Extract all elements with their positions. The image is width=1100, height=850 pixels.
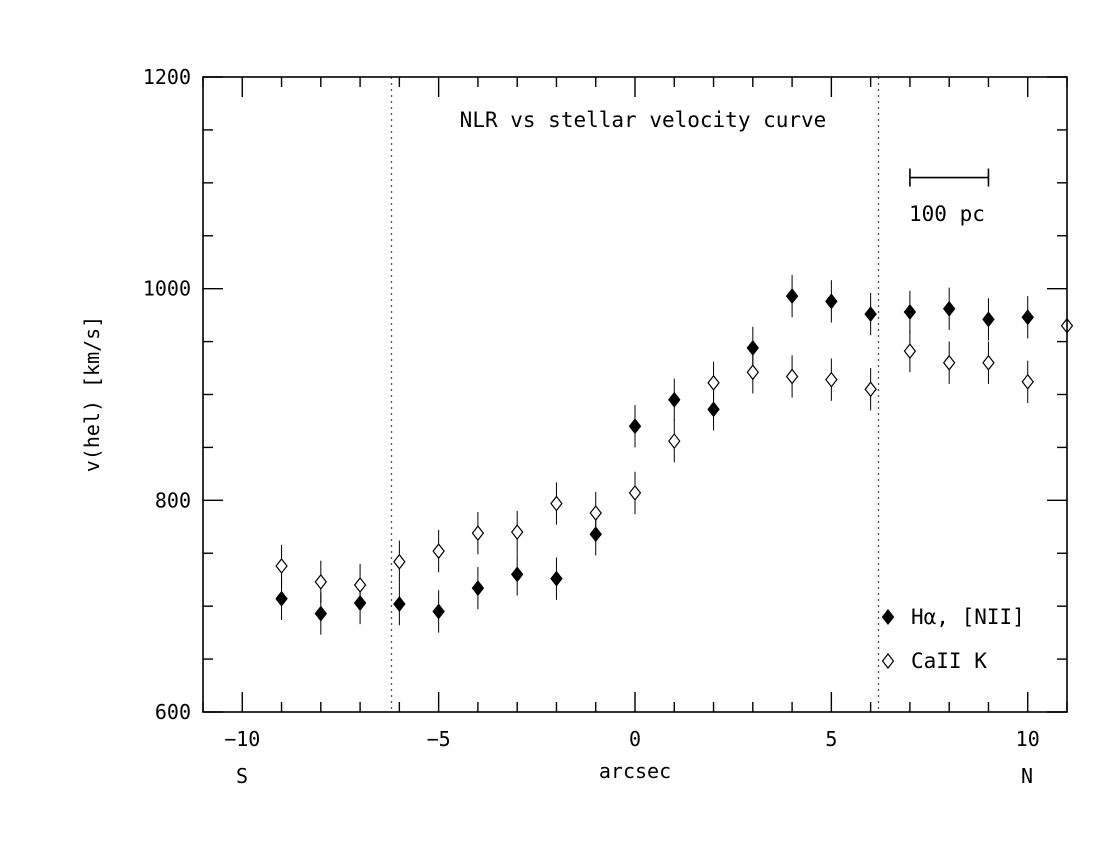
- open-diamond-point: [982, 354, 995, 371]
- scale-bar: [909, 168, 990, 187]
- legend-label-halpha: Hα, [NII]: [911, 605, 1025, 629]
- filled-diamond-point: [471, 580, 485, 597]
- scale-bar-label: 100 pc: [909, 202, 985, 226]
- legend-marker-open-diamond: [881, 653, 895, 669]
- filled-diamond-point: [942, 300, 956, 317]
- x-tick-label: 10: [1016, 727, 1040, 751]
- filled-diamond-point: [982, 311, 995, 328]
- y-tick-label: 800: [155, 488, 191, 512]
- y-tick-label: 1200: [143, 65, 191, 89]
- open-diamond-point: [353, 577, 367, 593]
- open-diamond-point: [275, 557, 288, 574]
- x-axis-label: arcsec: [599, 759, 671, 783]
- filled-diamond-point: [1021, 309, 1034, 326]
- filled-diamond-point: [903, 303, 917, 320]
- open-diamond-point: [628, 484, 642, 501]
- open-diamond-point: [510, 524, 524, 541]
- open-diamond-point: [589, 505, 602, 522]
- filled-diamond-point: [864, 306, 877, 323]
- x-tick-label: −10: [224, 727, 260, 751]
- legend-label-caii: CaII K: [911, 649, 987, 673]
- x-tick-label: −5: [427, 727, 451, 751]
- filled-diamond-point: [785, 288, 799, 305]
- plot-area: [390, 77, 880, 712]
- y-tick-label: 1000: [143, 277, 191, 301]
- filled-diamond-point: [628, 418, 642, 435]
- open-diamond-point: [432, 543, 445, 560]
- filled-diamond-point: [550, 570, 563, 587]
- open-diamond-point: [864, 381, 877, 398]
- open-diamond-point: [785, 368, 799, 385]
- side-label-north: N: [1021, 764, 1033, 788]
- open-diamond-point: [314, 573, 328, 590]
- legend: [881, 609, 895, 669]
- open-diamond-point: [393, 553, 406, 570]
- legend-marker-filled-diamond: [881, 609, 895, 625]
- y-axis-label: v(hel) [km/s]: [80, 316, 104, 473]
- side-label-south: S: [236, 764, 248, 788]
- filled-diamond-point: [275, 590, 288, 607]
- y-tick-label: 600: [155, 700, 191, 724]
- data-marks: [275, 274, 1074, 635]
- series-caii: [275, 304, 1074, 607]
- open-diamond-point: [471, 525, 485, 542]
- x-tick-label: 0: [629, 727, 641, 751]
- open-diamond-point: [903, 343, 917, 360]
- filled-diamond-point: [432, 603, 445, 620]
- axis-ticks: −10 −5 0 5 10 600 800 1000 1200: [143, 65, 1068, 751]
- open-diamond-point: [825, 371, 838, 388]
- open-diamond-point: [668, 433, 681, 450]
- open-diamond-point: [1021, 373, 1034, 390]
- x-tick-label: 5: [825, 727, 837, 751]
- open-diamond-point: [550, 495, 563, 512]
- filled-diamond-point: [668, 391, 681, 408]
- filled-diamond-point: [825, 293, 838, 310]
- filled-diamond-point: [510, 566, 524, 583]
- open-diamond-point: [746, 364, 760, 381]
- filled-diamond-point: [707, 401, 720, 418]
- open-diamond-point: [942, 354, 956, 371]
- series-halpha: [275, 274, 1034, 635]
- filled-diamond-point: [393, 596, 406, 613]
- filled-diamond-point: [314, 605, 328, 622]
- open-diamond-point: [707, 374, 720, 391]
- chart-title: NLR vs stellar velocity curve: [460, 108, 827, 132]
